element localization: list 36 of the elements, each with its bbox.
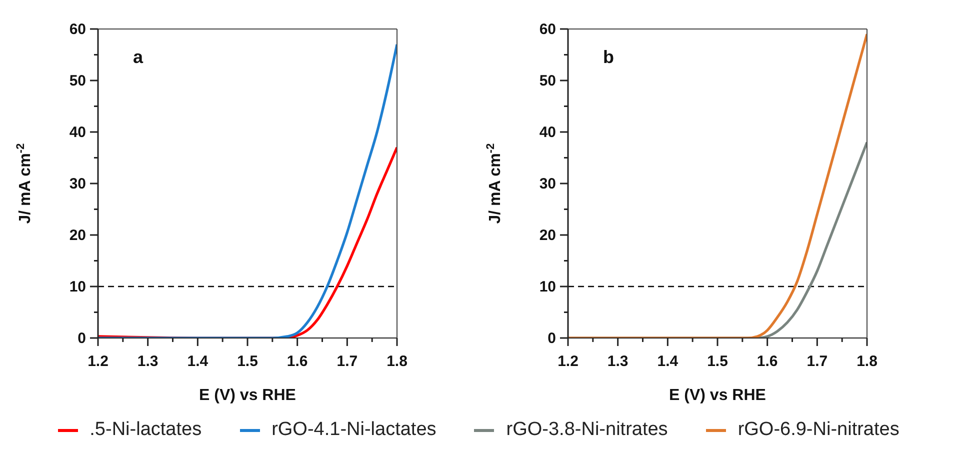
y-tick-label: 10 — [539, 278, 556, 296]
x-tick-label: 1.6 — [286, 353, 308, 370]
annotation: a — [133, 47, 144, 67]
y-tick-label: 50 — [69, 72, 86, 90]
y-tick-label: 0 — [78, 330, 86, 347]
x-tick-label: 1.4 — [657, 353, 679, 370]
x-tick-label: 1.3 — [137, 353, 158, 370]
y-tick-label: 50 — [539, 72, 556, 90]
y-tick-label: 40 — [539, 124, 556, 141]
x-tick-label: 1.2 — [88, 353, 108, 370]
y-tick-label: 20 — [539, 227, 556, 244]
x-axis-title: E (V) vs RHE — [199, 387, 296, 404]
x-tick-label: 1.8 — [856, 353, 878, 370]
y-tick-label: 40 — [69, 124, 86, 141]
y-tick-label: 60 — [69, 21, 86, 38]
legend-label: rGO-6.9-Ni-nitrates — [738, 419, 900, 441]
x-tick-label: 1.6 — [756, 353, 778, 370]
legend-label: .5-Ni-lactates — [90, 419, 202, 441]
x-tick-label: 1.8 — [386, 353, 408, 370]
x-tick-label: 1.3 — [607, 353, 628, 370]
legend-label: rGO-4.1-Ni-lactates — [272, 419, 436, 441]
x-axis-title: E (V) vs RHE — [669, 387, 766, 404]
legend-label: rGO-3.8-Ni-nitrates — [506, 419, 668, 441]
y-tick-label: 10 — [69, 278, 86, 296]
x-tick-label: 1.7 — [806, 353, 828, 370]
y-tick-label: 30 — [69, 176, 86, 192]
y-tick-label: 30 — [539, 176, 556, 192]
x-tick-label: 1.5 — [707, 353, 728, 370]
annotation: b — [603, 47, 614, 67]
y-tick-label: 60 — [539, 21, 556, 38]
x-tick-label: 1.4 — [187, 353, 209, 370]
y-tick-label: 0 — [548, 330, 556, 347]
x-tick-label: 1.7 — [336, 353, 358, 370]
y-tick-label: 20 — [69, 227, 86, 244]
x-tick-label: 1.5 — [237, 353, 258, 370]
x-tick-label: 1.2 — [558, 353, 578, 370]
